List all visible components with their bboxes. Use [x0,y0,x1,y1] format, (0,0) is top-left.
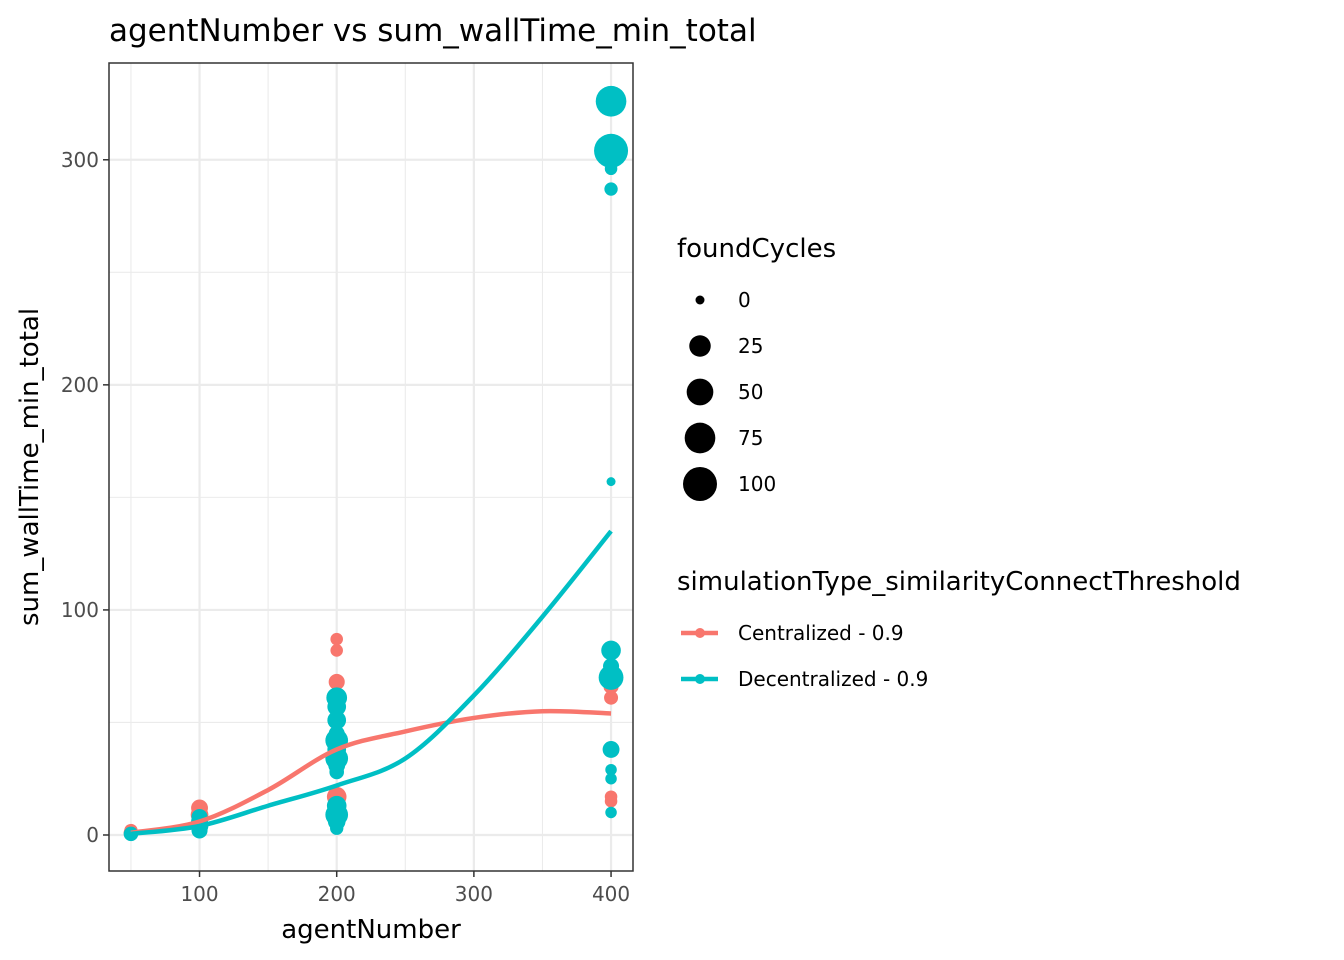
y-tick-label: 300 [61,148,99,172]
y-axis: 0 100 200 300 [61,148,109,847]
color-legend: simulationType_similarityConnectThreshol… [677,567,1241,691]
x-axis: 100 200 300 400 [180,871,630,906]
color-legend-key [695,674,705,684]
size-legend-key [683,467,717,501]
data-point [602,741,620,758]
data-point [606,477,616,487]
x-tick-label: 200 [318,882,356,906]
size-legend-label: 75 [738,426,763,450]
y-tick-label: 100 [61,598,99,622]
size-legend-key [684,422,716,454]
size-legend-key [695,295,705,305]
data-point [594,133,629,168]
size-legend-label: 25 [738,334,763,358]
y-tick-label: 0 [86,823,99,847]
data-point [598,665,624,690]
size-legend-key [686,378,714,406]
x-tick-label: 400 [592,882,630,906]
data-point [330,632,343,646]
data-point [604,690,619,705]
data-point [604,794,618,808]
plot-panel [108,62,634,872]
smooth-line [130,708,612,835]
data-point [605,806,617,819]
size-legend: foundCycles 0 25 50 75 100 [677,234,836,501]
x-tick-label: 100 [180,882,218,906]
y-axis-title: sum_wallTime_min_total [15,308,45,626]
grid-lines [109,63,633,871]
data-point [330,821,344,835]
color-legend-title: simulationType_similarityConnectThreshol… [677,567,1241,597]
data-point [327,697,347,717]
size-legend-key [689,335,711,357]
data-point [605,763,617,776]
size-legend-label: 100 [738,472,776,496]
plot-border [108,62,634,872]
x-tick-label: 300 [455,882,493,906]
y-tick-label: 200 [61,373,99,397]
chart-title: agentNumber vs sum_wallTime_min_total [109,13,757,49]
data-point [329,764,345,780]
x-axis-title: agentNumber [281,915,461,945]
smooth-line [130,529,613,837]
plot-background [109,63,633,871]
data-point [327,710,347,730]
data-point [330,644,343,657]
data-point [604,162,618,176]
data-point [605,772,617,785]
size-legend-label: 50 [738,380,763,404]
color-legend-key [695,628,705,638]
data-point [601,640,621,661]
color-legend-label: Decentralized - 0.9 [738,667,928,691]
data-point [604,182,618,196]
color-legend-label: Centralized - 0.9 [738,621,904,645]
smooth-lines [130,529,613,837]
size-legend-title: foundCycles [677,234,836,264]
size-legend-label: 0 [738,288,751,312]
data-point [328,673,345,690]
data-point [595,85,627,117]
